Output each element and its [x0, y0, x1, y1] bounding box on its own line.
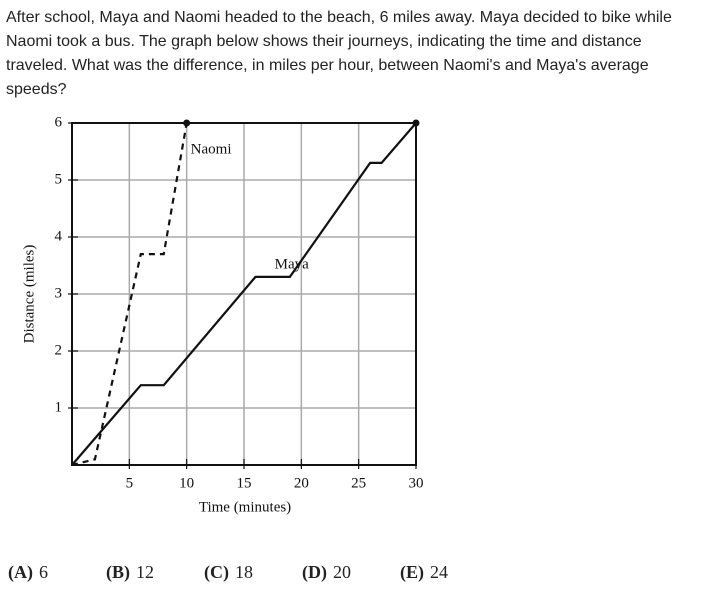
choices: (A) 6 (B) 12 (C) 18 (D) 20 (E) 24: [8, 562, 498, 583]
y-tick-label: 3: [55, 285, 63, 301]
x-tick-label: 10: [179, 475, 194, 491]
answer-choice[interactable]: (E) 24: [400, 562, 498, 583]
y-tick-label: 2: [55, 342, 63, 358]
choice-letter: (E): [400, 562, 424, 582]
choice-letter: (D): [302, 562, 327, 582]
series-line: [71, 122, 188, 467]
answer-choice[interactable]: (D) 20: [302, 562, 400, 583]
choice-text: 12: [136, 562, 154, 582]
choice-text: 20: [333, 562, 351, 582]
y-tick-label: 6: [55, 114, 63, 130]
answer-choice[interactable]: (C) 18: [204, 562, 302, 583]
question: After school, Maya and Naomi headed to t…: [6, 9, 672, 98]
choice-text: 24: [430, 562, 448, 582]
x-tick-label: 5: [126, 475, 134, 491]
y-tick-label: 4: [55, 228, 63, 244]
x-tick-label: 25: [351, 475, 366, 491]
x-tick-label: 30: [409, 475, 424, 491]
end-point: [183, 119, 191, 127]
x-axis-label: Time (minutes): [199, 499, 291, 515]
series-label: Maya: [275, 256, 309, 272]
choice-text: 18: [235, 562, 253, 582]
y-axis-label: Distance (miles): [21, 245, 37, 344]
series-label: Naomi: [191, 141, 232, 157]
series-line: [71, 122, 417, 466]
choice-letter: (A): [8, 562, 33, 582]
x-tick-label: 20: [294, 475, 309, 491]
choice-letter: (C): [204, 562, 229, 582]
chart: Time (minutes) Distance (miles) 5 10 15 20 2…: [21, 114, 424, 515]
y-tick-label: 1: [55, 399, 63, 415]
end-point: [412, 119, 420, 127]
answer-choice[interactable]: (B) 12: [106, 562, 204, 583]
y-tick-label: 5: [55, 171, 63, 187]
x-tick-label: 15: [237, 475, 252, 491]
choice-letter: (B): [106, 562, 130, 582]
plot-frame: [71, 122, 417, 466]
answer-choice[interactable]: (A) 6: [8, 562, 106, 583]
choice-text: 6: [39, 562, 48, 582]
